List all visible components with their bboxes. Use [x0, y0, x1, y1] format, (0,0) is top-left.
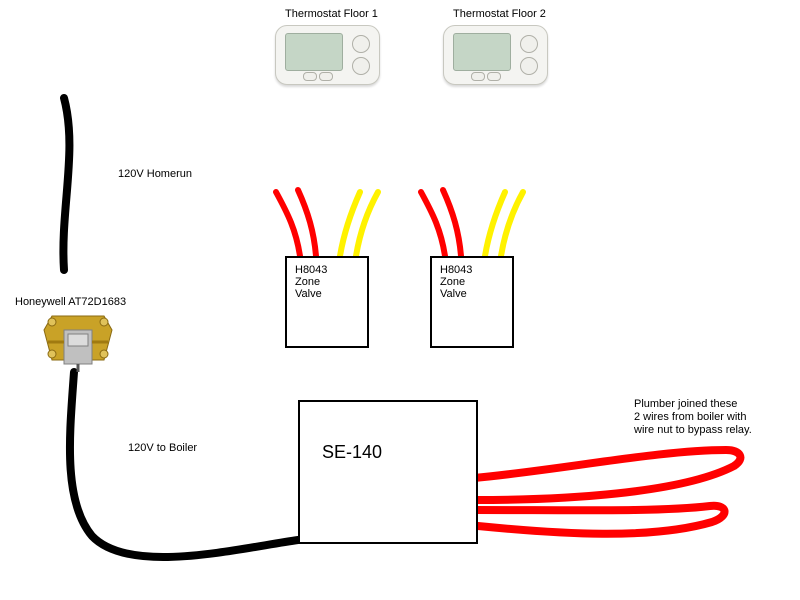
se-140-box: SE-140: [298, 400, 478, 544]
thermostat-1: [275, 25, 380, 85]
thermostat-2: [443, 25, 548, 85]
label-120v-homerun: 120V Homerun: [118, 168, 192, 181]
zone-valve-2: H8043ZoneValve: [430, 256, 514, 348]
zone-valve-1-label: H8043ZoneValve: [287, 258, 367, 306]
thermostat-1-label: Thermostat Floor 1: [285, 8, 378, 21]
label-plumber-note: Plumber joined these2 wires from boiler …: [634, 398, 752, 438]
zone-valve-1: H8043ZoneValve: [285, 256, 369, 348]
zone-valve-2-label: H8043ZoneValve: [432, 258, 512, 306]
transformer-label: Honeywell AT72D1683: [15, 296, 126, 309]
transformer: [42, 312, 114, 372]
label-120v-to-boiler: 120V to Boiler: [128, 442, 197, 455]
se-140-label: SE-140: [300, 402, 476, 463]
thermostat-2-label: Thermostat Floor 2: [453, 8, 546, 21]
